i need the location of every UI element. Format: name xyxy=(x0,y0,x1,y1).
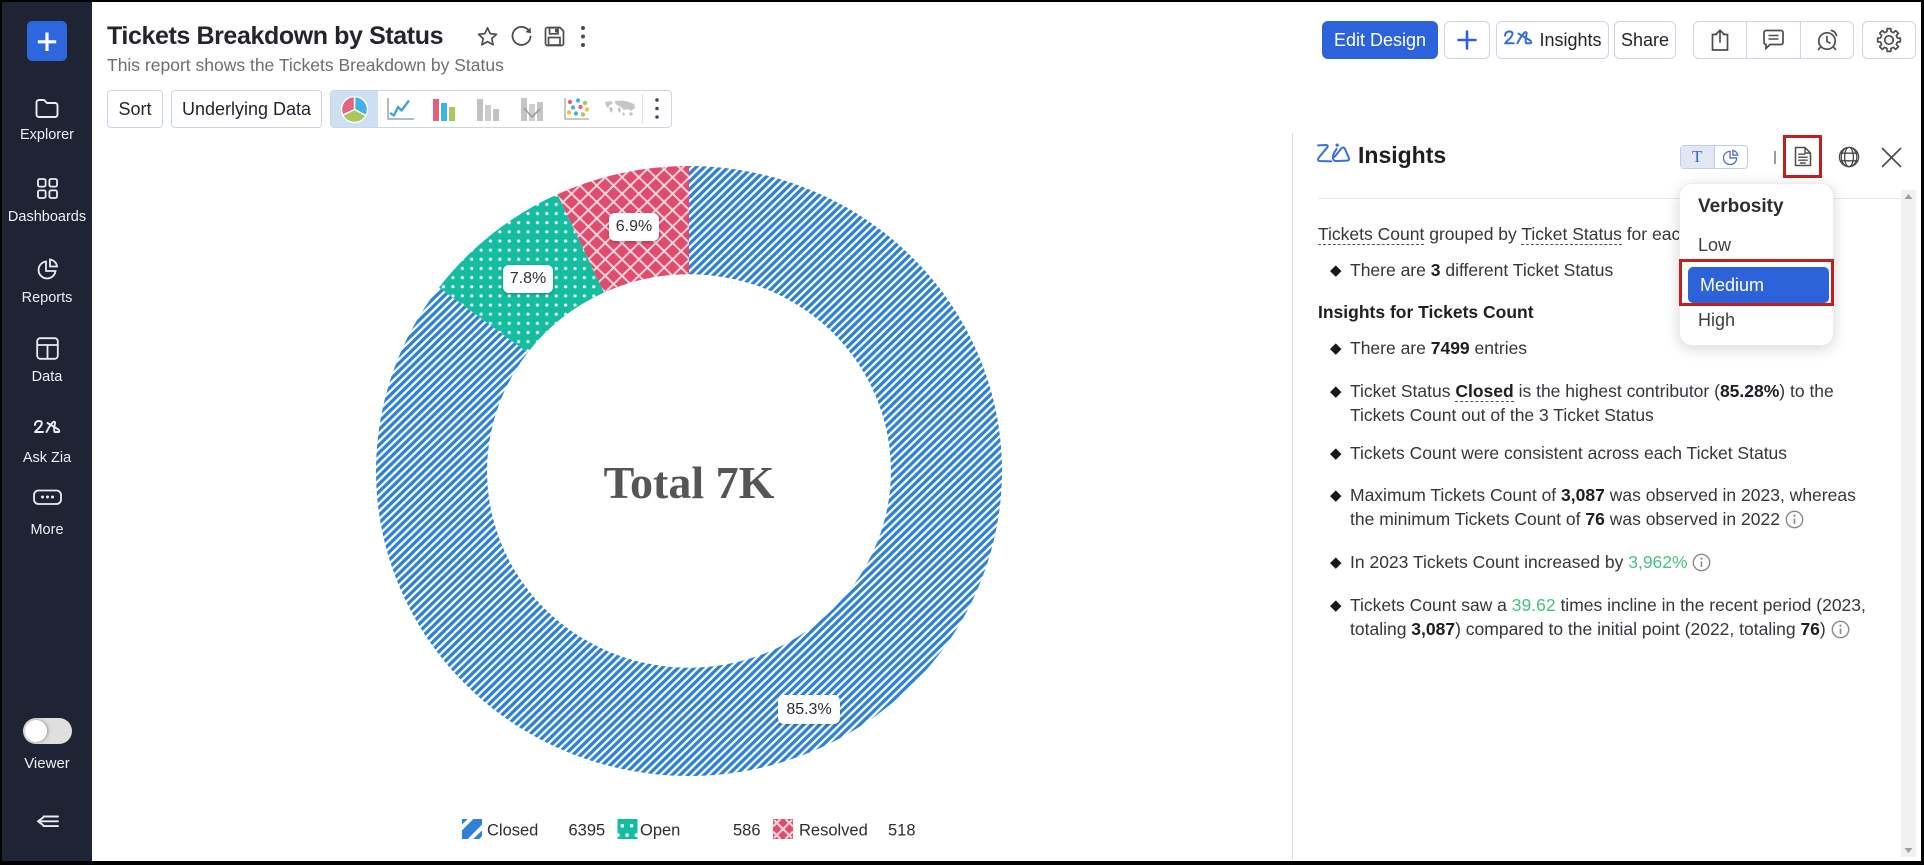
svg-text:Resolved: Resolved xyxy=(799,822,868,840)
svg-text:Total 7K: Total 7K xyxy=(604,457,775,508)
svg-text:586: 586 xyxy=(733,822,761,840)
svg-text:Open: Open xyxy=(640,822,680,840)
svg-text:518: 518 xyxy=(888,822,916,840)
svg-text:Closed: Closed xyxy=(487,822,538,840)
svg-text:6395: 6395 xyxy=(569,822,606,840)
